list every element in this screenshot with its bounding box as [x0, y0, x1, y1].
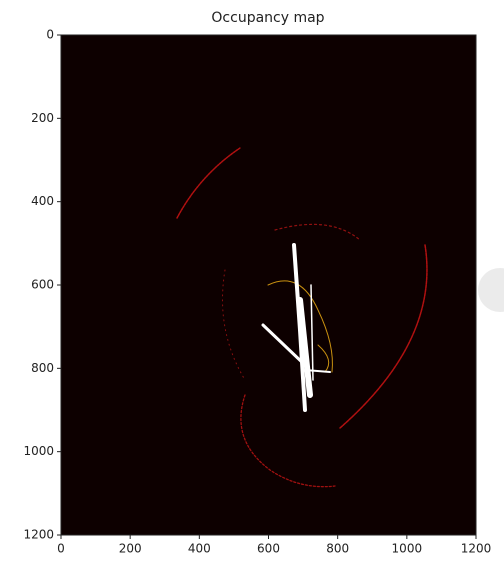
chart-title: Occupancy map: [211, 10, 324, 26]
y-tick-label: 400: [31, 194, 54, 208]
y-tick-label: 800: [31, 361, 54, 375]
scroll-button[interactable]: [478, 268, 504, 312]
x-tick-label: 200: [119, 542, 142, 556]
plot-area: [61, 35, 476, 535]
y-tick-label: 1200: [23, 528, 54, 542]
y-tick-label: 0: [46, 28, 54, 42]
x-tick-label: 1200: [461, 542, 492, 556]
x-tick-label: 800: [326, 542, 349, 556]
x-tick-label: 1000: [392, 542, 423, 556]
y-tick-label: 200: [31, 111, 54, 125]
y-tick-label: 600: [31, 278, 54, 292]
page: {"chart_data": {"type": "image", "title"…: [0, 0, 504, 564]
chart: Occupancy map 02004006008001000120002004…: [0, 0, 504, 564]
x-tick-label: 400: [188, 542, 211, 556]
x-tick-label: 600: [257, 542, 280, 556]
x-tick-label: 0: [57, 542, 65, 556]
y-tick-label: 1000: [23, 444, 54, 458]
